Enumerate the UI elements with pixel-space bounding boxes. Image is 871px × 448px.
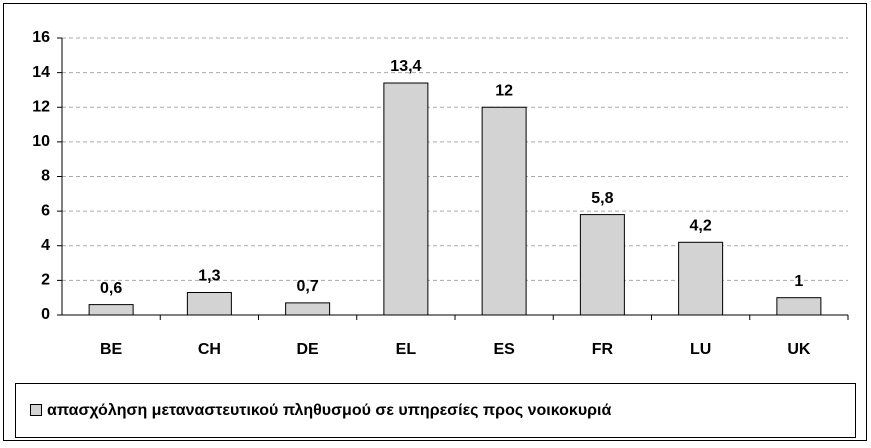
y-tick-label: 10: [32, 133, 50, 150]
chart-frame: [3, 3, 867, 441]
x-tick-label: UK: [787, 341, 811, 358]
legend-label: απασχόληση μεταναστευτικού πληθυσμού σε …: [47, 402, 611, 419]
value-label: 12: [495, 82, 513, 99]
x-tick-label: BE: [100, 341, 123, 358]
value-label: 1: [794, 273, 803, 290]
bar: [383, 82, 429, 316]
x-tick-label: LU: [690, 341, 711, 358]
bar: [776, 297, 822, 316]
value-label: 1,3: [198, 268, 220, 285]
value-label: 13,4: [390, 58, 421, 75]
bar: [481, 106, 527, 316]
bar: [579, 214, 625, 316]
y-tick-label: 6: [41, 202, 50, 219]
y-tick-label: 0: [41, 306, 50, 323]
y-tick-label: 4: [41, 237, 50, 254]
legend-swatch: [30, 404, 42, 416]
x-tick-label: CH: [198, 341, 221, 358]
bar: [678, 241, 724, 316]
value-label: 0,6: [100, 280, 122, 297]
y-tick-label: 14: [32, 64, 50, 81]
x-tick-label: EL: [396, 341, 417, 358]
y-tick-label: 2: [41, 272, 50, 289]
bar: [285, 302, 331, 316]
legend-box: [15, 383, 856, 438]
x-tick-label: ES: [493, 341, 515, 358]
value-label: 5,8: [591, 190, 613, 207]
y-tick-label: 8: [41, 168, 50, 185]
value-label: 4,2: [690, 218, 712, 235]
value-label: 0,7: [297, 278, 319, 295]
bar: [88, 304, 134, 316]
y-tick-label: 12: [32, 98, 50, 115]
x-tick-label: FR: [592, 341, 614, 358]
y-tick-label: 16: [32, 29, 50, 46]
x-tick-label: DE: [297, 341, 320, 358]
bar: [186, 291, 232, 316]
